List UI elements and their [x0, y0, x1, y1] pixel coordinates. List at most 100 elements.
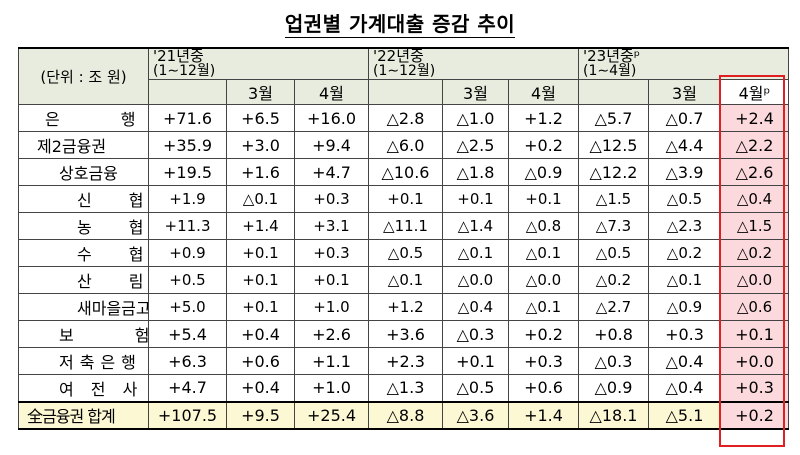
- table-cell: △2.8: [368, 104, 443, 132]
- total-cell: +1.4: [508, 400, 579, 430]
- year-sub-spacer: [578, 79, 649, 105]
- page-title: 업권별 가계대출 증감 추이: [0, 8, 800, 38]
- row-label: 신 협: [18, 185, 149, 213]
- table-row: 수 협+0.9+0.1+0.3△0.5△0.1△0.1△0.5△0.2△0.2: [18, 239, 790, 267]
- table-cell: +3.1: [294, 212, 369, 240]
- row-label: 저축은행: [18, 347, 149, 375]
- table-cell: △0.0: [442, 266, 509, 294]
- total-cell: △8.8: [368, 400, 443, 430]
- table-row: 신 협+1.9△0.1+0.3+0.1+0.1+0.1△1.5△0.5△0.4: [18, 185, 790, 213]
- table-cell: △6.0: [368, 131, 443, 159]
- table-row: 산 림+0.5+0.1+0.1△0.1△0.0△0.0△0.2△0.1△0.0: [18, 266, 790, 294]
- table-cell: +0.3: [294, 185, 369, 213]
- year-label: '23년중ᵖ: [583, 48, 641, 65]
- table-cell: +0.3: [508, 347, 579, 375]
- table-cell: △0.0: [719, 266, 790, 294]
- table-cell: +2.6: [294, 320, 369, 348]
- table-cell: △0.5: [368, 239, 443, 267]
- table-cell: +1.0: [294, 374, 369, 402]
- total-cell: +0.2: [719, 400, 790, 430]
- table-cell: △1.0: [442, 104, 509, 132]
- table-cell: +0.1: [294, 266, 369, 294]
- table-cell: △0.2: [648, 239, 721, 267]
- row-label: 농 협: [18, 212, 149, 240]
- table-cell: +1.1: [294, 347, 369, 375]
- table-cell: △2.3: [648, 212, 721, 240]
- table-cell: △0.1: [508, 293, 579, 321]
- table-cell: △0.1: [648, 266, 721, 294]
- table-cell: △1.4: [442, 212, 509, 240]
- month-header-highlight: 4월ᵖ: [719, 79, 790, 105]
- table-cell: +0.9: [148, 239, 227, 267]
- table-cell: △0.4: [648, 347, 721, 375]
- table-cell: △0.1: [442, 239, 509, 267]
- table-cell: +4.7: [148, 374, 227, 402]
- table-row: 농 협+11.3+1.4+3.1△11.1△1.4△0.8△7.3△2.3△1.…: [18, 212, 790, 240]
- table-cell: +5.0: [148, 293, 227, 321]
- table-cell: △0.2: [578, 266, 649, 294]
- year-sub-spacer: [368, 79, 443, 105]
- table-row: 상호금융 +19.5 +1.6 +4.7 △10.6 △1.8 △0.9 △12.2 △3.9 △…: [18, 158, 790, 186]
- table-cell: +71.6: [148, 104, 227, 132]
- total-cell: △18.1: [578, 400, 649, 430]
- table-cell: △0.3: [442, 320, 509, 348]
- table-cell: △0.1: [226, 185, 295, 213]
- table-cell: +0.1: [226, 239, 295, 267]
- table-cell: △0.3: [578, 347, 649, 375]
- table-cell: +0.6: [508, 374, 579, 402]
- table-cell: △1.8: [442, 158, 509, 186]
- table-cell: +0.2: [508, 131, 579, 159]
- table-cell: △0.1: [368, 266, 443, 294]
- table-cell: △0.5: [442, 374, 509, 402]
- row-label: 은 행: [18, 104, 149, 132]
- total-cell: △5.1: [648, 400, 721, 430]
- table-cell: △2.7: [578, 293, 649, 321]
- row-label: 제2금융권: [18, 131, 149, 159]
- table-cell: +19.5: [148, 158, 227, 186]
- loan-change-table: (단위 : 조 원) '21년중 (1∼12월) '22년중 (1∼12월) '23…: [18, 47, 790, 430]
- table-cell: +11.3: [148, 212, 227, 240]
- table-row: 여 전 사 +4.7 +0.4 +1.0 △1.3 △0.5 +0.6 △0.9 △0.4 +0.…: [18, 374, 790, 402]
- page-title-text: 업권별 가계대출 증감 추이: [284, 12, 516, 38]
- table-cell: △12.2: [578, 158, 649, 186]
- table-cell: +3.6: [368, 320, 443, 348]
- table-cell: △10.6: [368, 158, 443, 186]
- table-cell: △12.5: [578, 131, 649, 159]
- table-cell: +0.2: [508, 320, 579, 348]
- row-label: 보 험: [18, 320, 149, 348]
- table-row: 새마을금고 +5.0 +0.1 +1.0 +1.2 △0.4 △0.1 △2.7 △0.9 △0.…: [18, 293, 790, 321]
- table-row: 제2금융권 +35.9 +3.0 +9.4 △6.0 △2.5 +0.2 △12.5 △4.4 △…: [18, 131, 790, 159]
- table-cell: △5.7: [578, 104, 649, 132]
- table-cell: △1.5: [719, 212, 790, 240]
- year-header-2021: '21년중 (1∼12월): [148, 47, 369, 80]
- year-sub-label: (1∼12월): [153, 63, 216, 79]
- table-cell: +0.0: [719, 347, 790, 375]
- table-cell: △0.4: [719, 185, 790, 213]
- table-cell: +0.1: [508, 185, 579, 213]
- table-cell: +0.3: [719, 374, 790, 402]
- table-cell: +16.0: [294, 104, 369, 132]
- table-cell: △0.9: [578, 374, 649, 402]
- table-cell: +5.4: [148, 320, 227, 348]
- table-row: 보 험+5.4+0.4+2.6+3.6△0.3+0.2+0.8+0.3+0.1: [18, 320, 790, 348]
- table-cell: △0.9: [648, 293, 721, 321]
- total-cell: +25.4: [294, 400, 369, 430]
- table-cell: +6.5: [226, 104, 295, 132]
- table-cell: +0.1: [442, 347, 509, 375]
- table-row: 저축은행 +6.3 +0.6 +1.1 +2.3 +0.1 +0.3 △0.3 △0.4 +0.0: [18, 347, 790, 375]
- table-cell: △0.8: [508, 212, 579, 240]
- table-cell: +9.4: [294, 131, 369, 159]
- table-row: 은 행+71.6+6.5+16.0△2.8△1.0+1.2△5.7△0.7+2.…: [18, 104, 790, 132]
- table-cell: +0.4: [226, 320, 295, 348]
- table-cell: △0.9: [508, 158, 579, 186]
- table-cell: +0.1: [226, 293, 295, 321]
- table-cell: △4.4: [648, 131, 721, 159]
- row-label: 새마을금고: [18, 293, 149, 321]
- total-label: 全금융권 합계: [18, 400, 149, 430]
- table-cell: △0.7: [648, 104, 721, 132]
- year-header-2022: '22년중 (1∼12월): [368, 47, 579, 80]
- row-label: 산 림: [18, 266, 149, 294]
- table-cell: +0.1: [442, 185, 509, 213]
- month-header: 3월: [648, 79, 721, 105]
- table-cell: △2.2: [719, 131, 790, 159]
